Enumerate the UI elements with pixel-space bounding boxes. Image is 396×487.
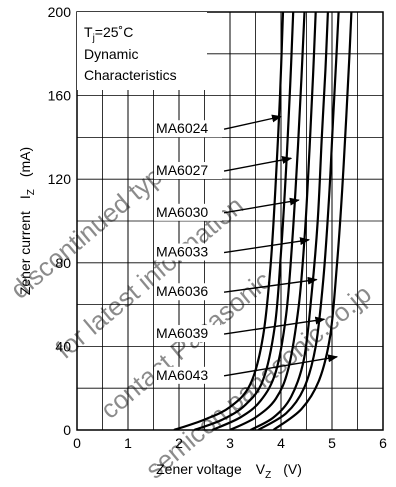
condition-dynamic: Dynamic [84, 46, 138, 62]
y-tick-label: 200 [48, 4, 72, 20]
series-curve-ma6036 [249, 12, 329, 430]
series-label-arrow [223, 276, 318, 293]
conditions-box [77, 12, 207, 90]
series-curve-ma6033 [229, 12, 317, 430]
series-curve-ma6024 [173, 12, 285, 430]
y-tick-label: 160 [48, 88, 72, 104]
y-axis-label: Zener currentIZ(mA) [17, 147, 37, 295]
series-label-arrow [223, 114, 282, 130]
y-tick-label: 120 [48, 171, 72, 187]
series-labels: MA6024 MA6027 MA6030 MA6033 MA6036 MA6039 MA60… [154, 114, 339, 384]
series-curve-ma6039 [257, 12, 340, 430]
series-label-bg [154, 203, 223, 221]
series-label-ma6039: MA6039 [156, 325, 208, 341]
series-label-arrow [223, 197, 300, 214]
series-label-bg [154, 366, 223, 384]
x-axis-label: Zener voltage VZ (V) [156, 461, 302, 481]
plot-frame [76, 11, 384, 431]
series-curve-ma6027 [193, 12, 295, 430]
series-curve-ma6030 [211, 12, 306, 430]
x-tick-label: 5 [328, 435, 336, 451]
series-label-ma6036: MA6036 [156, 283, 208, 299]
x-tick-label: 3 [226, 435, 234, 451]
tick-labels: 0 1 2 3 4 5 6 0 40 80 120 160 200 [48, 4, 387, 451]
x-tick-label: 2 [175, 435, 183, 451]
series-label-bg [154, 243, 223, 261]
y-tick-label: 40 [55, 338, 71, 354]
series-label-ma6033: MA6033 [156, 244, 208, 260]
x-tick-label: 6 [379, 435, 387, 451]
series-label-arrow [223, 316, 326, 335]
series-label-bg [154, 120, 223, 138]
series-label-ma6024: MA6024 [156, 120, 208, 136]
y-tick-label: 80 [55, 255, 71, 271]
series-label-ma6027: MA6027 [156, 162, 208, 178]
x-tick-label: 0 [73, 435, 81, 451]
series-label-bg [154, 283, 223, 301]
series-label-ma6043: MA6043 [156, 367, 208, 383]
series-label-arrow [223, 156, 293, 172]
series-label-arrow [223, 237, 311, 254]
condition-characteristics: Characteristics [84, 67, 177, 83]
x-tick-label: 4 [277, 435, 285, 451]
series-curve-ma6043 [272, 12, 353, 430]
series-label-bg [154, 325, 223, 343]
condition-temperature: Tj=25˚C [84, 24, 133, 44]
series-curves [173, 12, 353, 430]
series-label-arrow [223, 354, 339, 377]
series-label-ma6030: MA6030 [156, 204, 208, 220]
y-tick-label: 0 [63, 422, 71, 438]
plot-border [76, 11, 384, 431]
series-label-bg [154, 162, 223, 180]
x-tick-label: 1 [124, 435, 132, 451]
